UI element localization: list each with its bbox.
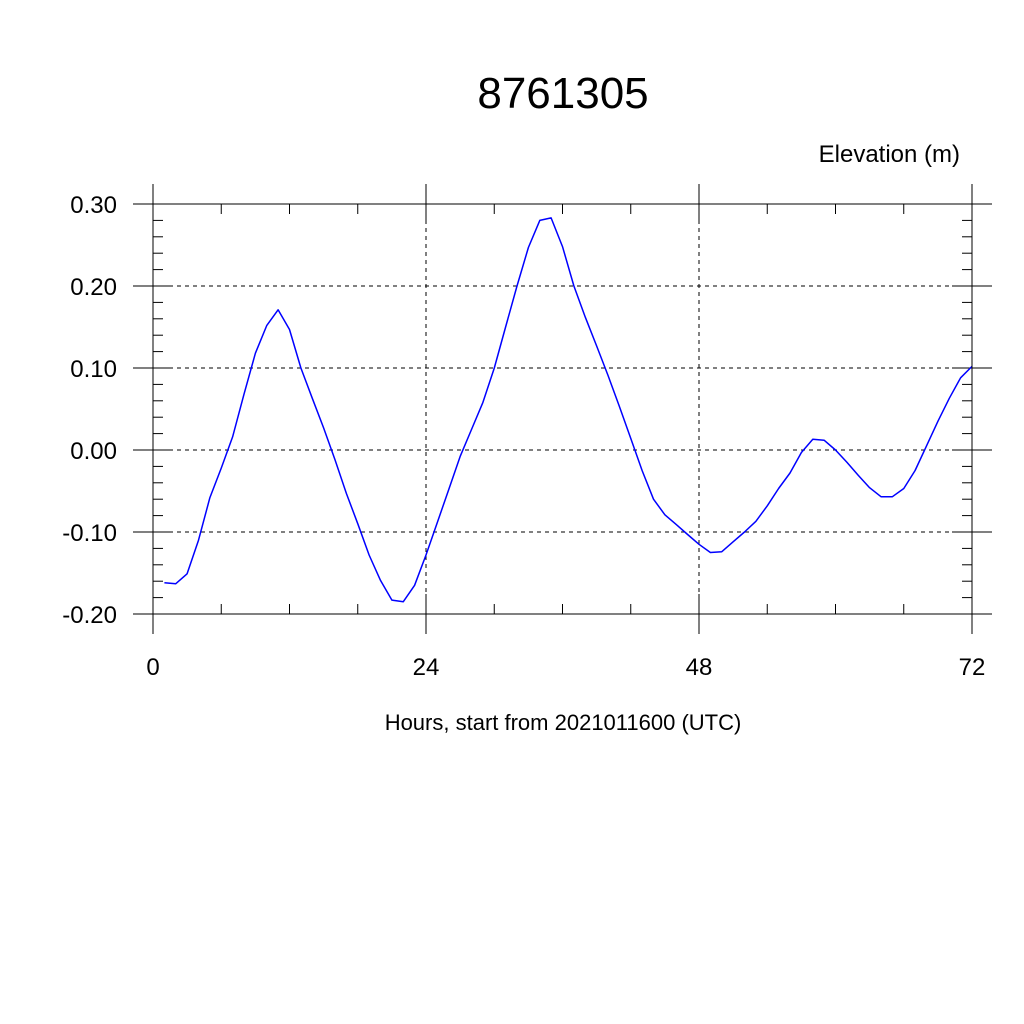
- chart-title: 8761305: [477, 69, 648, 118]
- y-tick-label-3: 0.10: [70, 356, 117, 383]
- y-tick-label-4: 0.20: [70, 274, 117, 301]
- x-axis-label: Hours, start from 2021011600 (UTC): [385, 710, 742, 735]
- y-axis-label: Elevation (m): [819, 141, 960, 168]
- y-tick-label-1: -0.10: [62, 520, 117, 547]
- y-tick-label-2: 0.00: [70, 438, 117, 465]
- x-tick-label-1: 24: [413, 654, 440, 681]
- series-line-0: [164, 217, 973, 603]
- y-tick-label-5: 0.30: [70, 192, 117, 219]
- y-tick-label-0: -0.20: [62, 602, 117, 629]
- x-tick-label-2: 48: [686, 654, 713, 681]
- x-tick-label-3: 72: [959, 654, 986, 681]
- x-tick-label-0: 0: [146, 654, 159, 681]
- series-layer: [164, 217, 973, 603]
- plot-frame: [133, 184, 992, 634]
- tick-labels: -0.20 -0.10 0.00 0.10 0.20 0.30 0 24 48 72: [62, 192, 985, 681]
